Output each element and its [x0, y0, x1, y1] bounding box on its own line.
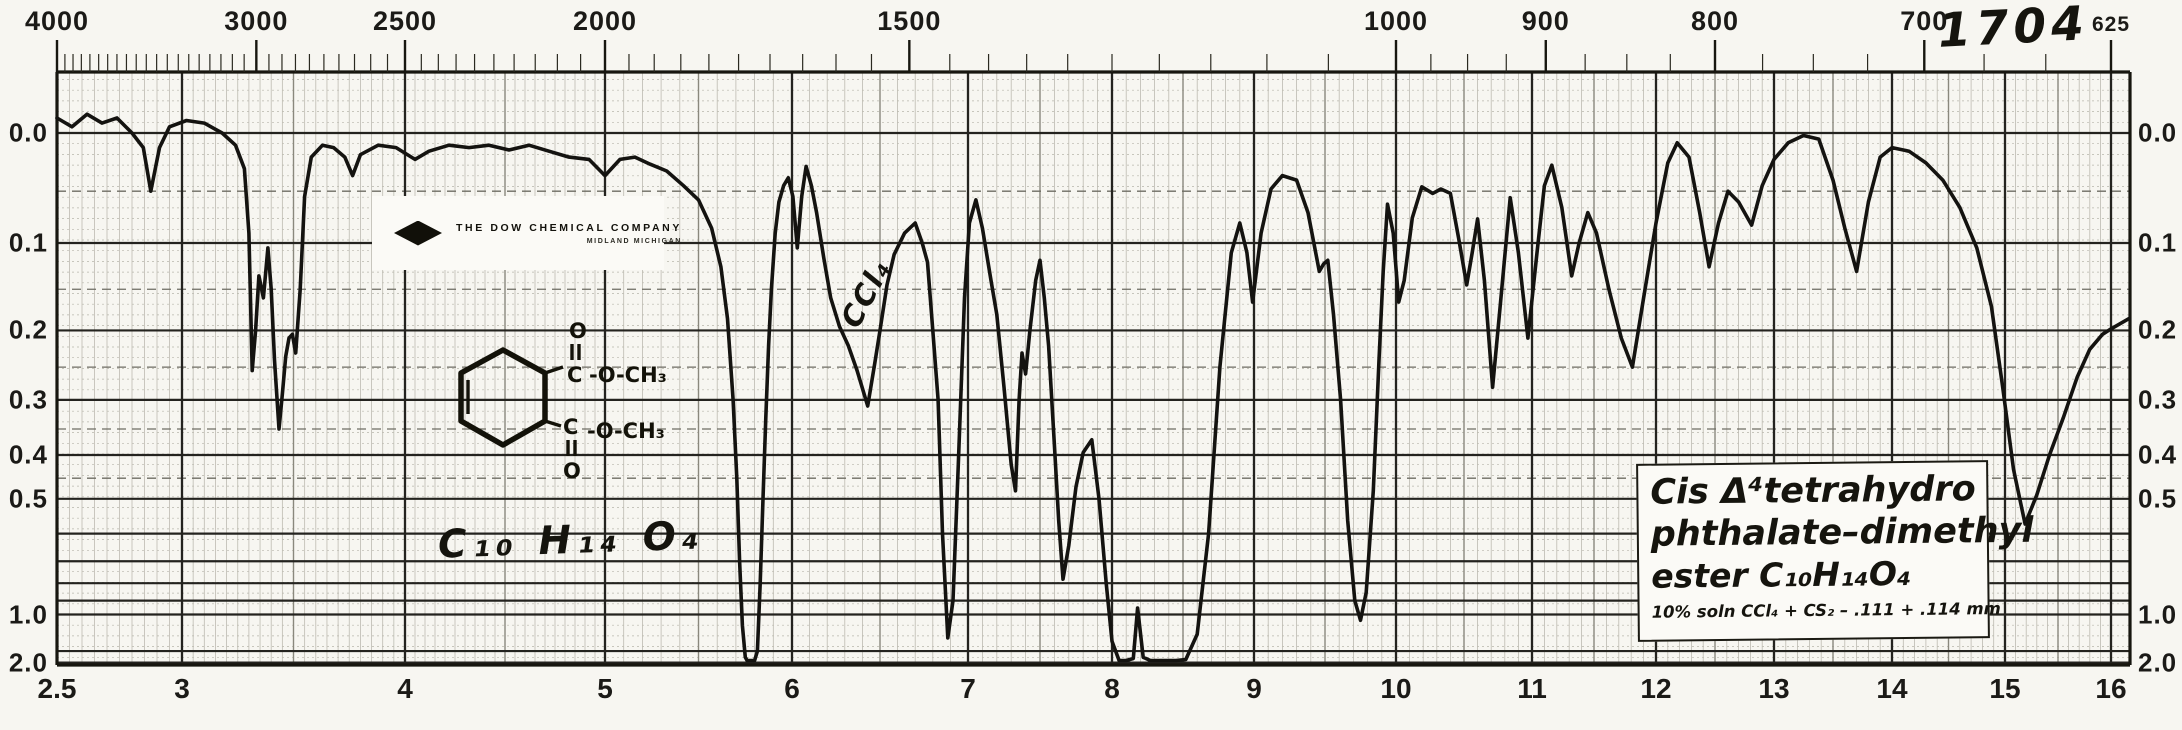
molecular-formula-handwritten: C₁₀ H₁₄ O₄	[437, 513, 706, 568]
left-axis-label: 0.3	[8, 384, 48, 415]
right-axis-label: 0.1	[2138, 227, 2178, 258]
top-ester-carbon: C	[567, 363, 582, 387]
top-axis-label: 2000	[572, 6, 638, 36]
right-axis-label: 1.0	[2138, 599, 2178, 629]
top-axis-label: 4000	[24, 6, 90, 36]
sample-name-line1: Cis Δ⁴tetrahydro	[1650, 469, 1976, 513]
bottom-ester-carbon: C	[563, 415, 578, 439]
chemical-structure: O C -O-CH₃ C -O-CH₃ O	[425, 300, 735, 500]
cyclohexene-ring	[458, 347, 548, 448]
bottom-axis-label: 9	[1246, 673, 1262, 704]
bottom-axis-label: 6	[784, 673, 800, 704]
bottom-axis-label: 13	[1758, 673, 1790, 704]
left-axis-label: 0.5	[8, 483, 48, 514]
left-axis-label: 0.4	[8, 439, 48, 470]
bottom-ester-oxygen: O	[563, 459, 581, 483]
company-subtitle: MIDLAND MICHIGAN	[586, 237, 682, 245]
right-axis-label: 0.4	[2138, 439, 2178, 470]
bottom-ester-methoxy: -O-CH₃	[587, 419, 665, 443]
left-axis-label: 1.0	[8, 599, 48, 629]
right-axis-label: 0.2	[2138, 314, 2178, 345]
absorbance-trace	[55, 112, 2131, 663]
sample-label-box: Cis Δ⁴tetrahydro phthalate–dimethyl este…	[1636, 460, 2034, 642]
company-name: THE DOW CHEMICAL COMPANY	[456, 221, 682, 234]
top-axis-label: 700	[1900, 6, 1949, 36]
bottom-axis-label: 10	[1380, 673, 1412, 704]
bottom-axis-label: 2.5	[37, 673, 77, 704]
top-axis-label: 3000	[224, 6, 289, 36]
right-axis-label: 2.0	[2138, 647, 2178, 678]
bottom-axis-label: 11	[1517, 673, 1547, 704]
right-axis-label: 0.3	[2138, 384, 2178, 415]
structure-drawing: O C -O-CH₃ C -O-CH₃ O	[458, 319, 667, 483]
left-axis-label: 0.2	[8, 314, 48, 345]
bond-to-bottom-ester	[544, 419, 562, 428]
top-axis-label: 625	[2091, 13, 2131, 36]
bottom-axis-label: 14	[1876, 673, 1908, 704]
left-axis-label: 0.1	[8, 227, 48, 258]
axis-ticks	[55, 40, 2113, 72]
bottom-axis-label: 4	[397, 673, 413, 704]
spectrum-curve	[55, 112, 2131, 663]
bottom-axis-label: 7	[960, 673, 976, 704]
left-axis-label: 2.0	[8, 647, 48, 678]
right-axis-label: 0.0	[2138, 117, 2178, 148]
plate-number: 1704	[1936, 0, 2091, 59]
bottom-axis-label: 16	[2095, 673, 2127, 704]
dow-diamond-icon	[394, 220, 442, 246]
company-text: THE DOW CHEMICAL COMPANY MIDLAND MICHIGA…	[456, 222, 682, 245]
bottom-axis-label: 3	[174, 673, 190, 704]
bond-to-top-ester	[544, 365, 564, 375]
sample-name-line2: phthalate–dimethyl	[1650, 510, 2034, 555]
left-axis-label: 0.0	[8, 117, 48, 148]
bottom-axis-label: 12	[1640, 673, 1672, 704]
bottom-axis-label: 5	[597, 673, 613, 704]
top-axis-label: 1000	[1363, 6, 1429, 36]
top-axis-label: 800	[1690, 6, 1740, 36]
top-ester-oxygen: O	[569, 319, 587, 343]
top-axis-label: 900	[1521, 6, 1570, 36]
bottom-axis-label: 8	[1104, 673, 1120, 704]
top-ester-methoxy: -O-CH₃	[589, 363, 667, 387]
top-axis-label: 2500	[372, 6, 438, 36]
bottom-axis-label: 15	[1989, 673, 2021, 704]
company-label-box: THE DOW CHEMICAL COMPANY MIDLAND MICHIGA…	[372, 196, 680, 270]
sample-name-line3: ester C₁₀H₁₄O₄	[1651, 553, 1912, 596]
sample-conditions: 10% soln CCl₄ + CS₂ – .111 + .114 mm	[1651, 599, 2001, 622]
top-axis-label: 1500	[877, 6, 942, 36]
right-axis-label: 0.5	[2138, 483, 2178, 514]
